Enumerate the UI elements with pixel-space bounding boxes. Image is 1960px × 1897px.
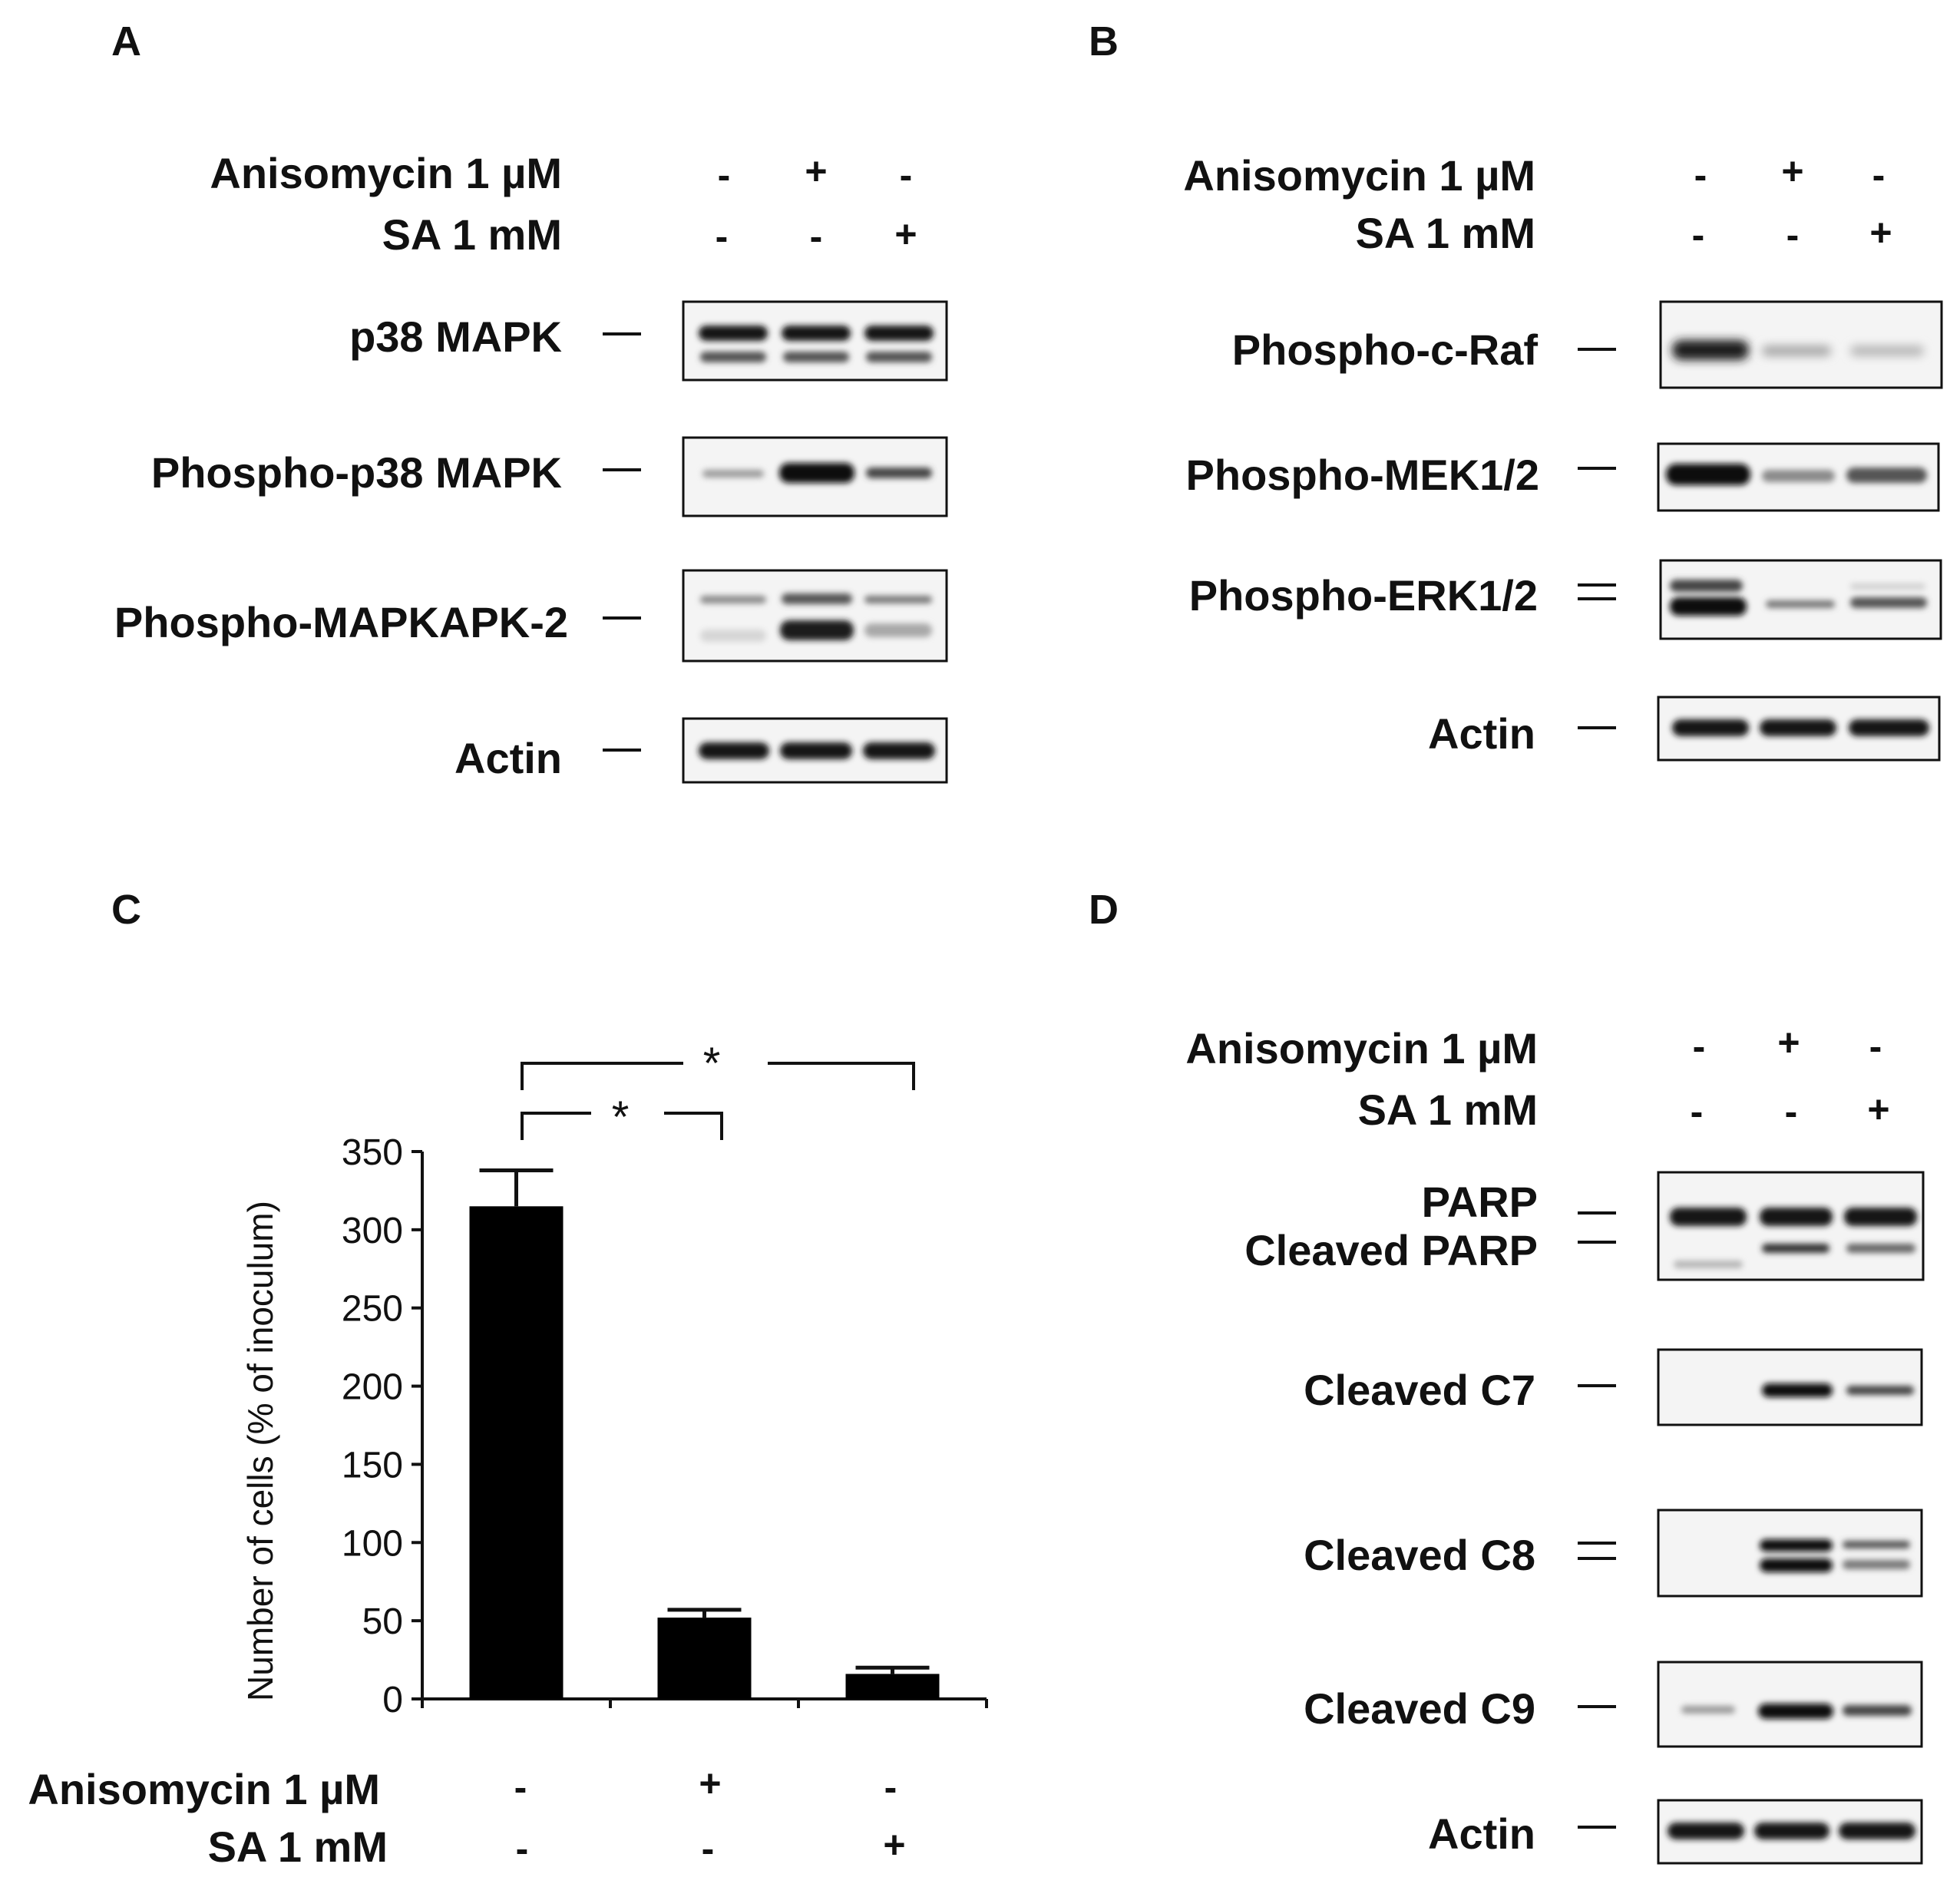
blot-cleaved-c9: Cleaved C9 bbox=[1304, 1661, 1923, 1748]
panel-d-anisomycin-label: Anisomycin 1 µM bbox=[1185, 1024, 1538, 1072]
blot-label: Cleaved C8 bbox=[1304, 1531, 1535, 1579]
blot-actin-a: Actin bbox=[454, 717, 948, 784]
blot-label: Phospho-c-Raf bbox=[1232, 326, 1539, 374]
bar-1 bbox=[469, 1206, 564, 1699]
blot-label: p38 MAPK bbox=[349, 312, 562, 361]
bar-3 bbox=[845, 1674, 940, 1699]
blot-label-parp: PARP bbox=[1422, 1178, 1538, 1226]
blot-label-cleaved-parp: Cleaved PARP bbox=[1244, 1226, 1538, 1274]
blot-label: Phospho-MEK1/2 bbox=[1186, 451, 1539, 499]
panel-b: B Anisomycin 1 µM SA 1 mM - + - - - + Ph… bbox=[1089, 18, 1943, 762]
panel-a-sa-lane-1: - bbox=[716, 215, 729, 258]
panel-d-letter: D bbox=[1089, 887, 1119, 933]
panel-c-anisomycin-lane-2: + bbox=[699, 1762, 721, 1805]
panel-b-sa-label: SA 1 mM bbox=[1356, 209, 1535, 257]
blot-label: Phospho-ERK1/2 bbox=[1189, 571, 1538, 620]
bar-2 bbox=[657, 1618, 752, 1699]
panel-d-anisomycin-lane-3: - bbox=[1869, 1025, 1882, 1068]
bracket-long-left bbox=[521, 1062, 683, 1090]
panel-c: C Number of cells (% of inoculum) 0 50 100… bbox=[28, 887, 988, 1871]
blot-cleaved-c7: Cleaved C7 bbox=[1304, 1348, 1923, 1426]
blot-phospho-p38-mapk: Phospho-p38 MAPK bbox=[151, 436, 948, 517]
bracket-short-left bbox=[521, 1112, 591, 1140]
panel-d-sa-lane-1: - bbox=[1691, 1090, 1704, 1133]
y-tick-label: 100 bbox=[342, 1523, 403, 1564]
panel-d-sa-lane-3: + bbox=[1867, 1088, 1889, 1131]
blot-label: Actin bbox=[1428, 709, 1535, 758]
bracket-short-right bbox=[664, 1112, 723, 1140]
blot-box bbox=[1659, 300, 1943, 389]
significance-brackets: * * bbox=[521, 1039, 915, 1142]
panel-b-anisomycin-lane-3: - bbox=[1872, 154, 1886, 197]
panel-a-sa-lane-2: - bbox=[810, 215, 823, 258]
panel-a-letter: A bbox=[111, 18, 141, 64]
blot-label: Phospho-p38 MAPK bbox=[151, 448, 562, 497]
panel-b-anisomycin-lane-1: - bbox=[1694, 154, 1707, 197]
panel-a-anisomycin-lane-1: - bbox=[718, 154, 731, 197]
blot-parp: PARP Cleaved PARP bbox=[1244, 1171, 1925, 1281]
panel-b-sa-lane-1: - bbox=[1692, 213, 1705, 256]
blot-phospho-mek: Phospho-MEK1/2 bbox=[1186, 442, 1940, 512]
blot-cleaved-c8: Cleaved C8 bbox=[1304, 1509, 1923, 1598]
blot-phospho-mapkapk-2: Phospho-MAPKAPK-2 bbox=[114, 569, 948, 663]
panel-c-sa-lane-3: + bbox=[883, 1823, 905, 1866]
blot-phospho-erk: Phospho-ERK1/2 bbox=[1189, 559, 1942, 640]
panel-a: A Anisomycin 1 µM SA 1 mM - + - - - + p3… bbox=[111, 18, 948, 784]
panel-a-anisomycin-lane-2: + bbox=[805, 150, 827, 193]
panel-b-letter: B bbox=[1089, 18, 1119, 64]
blot-label: Actin bbox=[1428, 1809, 1535, 1858]
panel-b-anisomycin-label: Anisomycin 1 µM bbox=[1183, 151, 1535, 200]
panel-a-sa-label: SA 1 mM bbox=[382, 210, 562, 259]
blot-actin-b: Actin bbox=[1428, 696, 1941, 762]
panel-b-sa-lane-3: + bbox=[1869, 211, 1892, 254]
y-tick-label: 300 bbox=[342, 1211, 403, 1251]
blot-label: Cleaved C7 bbox=[1304, 1366, 1535, 1414]
panel-c-letter: C bbox=[111, 887, 141, 933]
bars bbox=[469, 1168, 940, 1699]
y-axis-label: Number of cells (% of inoculum) bbox=[240, 1201, 280, 1701]
blot-box bbox=[1657, 1509, 1923, 1598]
y-tick-label: 200 bbox=[342, 1367, 403, 1408]
panel-c-sa-label: SA 1 mM bbox=[208, 1823, 388, 1871]
panel-a-anisomycin-label: Anisomycin 1 µM bbox=[210, 149, 562, 197]
y-axis-ticks: 0 50 100 150 200 250 300 350 bbox=[342, 1132, 422, 1720]
panel-d-sa-lane-2: - bbox=[1785, 1090, 1798, 1133]
blot-p38-mapk: p38 MAPK bbox=[349, 300, 948, 382]
blot-label: Actin bbox=[454, 734, 562, 782]
y-tick-label: 0 bbox=[382, 1680, 403, 1720]
blot-label: Phospho-MAPKAPK-2 bbox=[114, 598, 568, 646]
blot-box bbox=[682, 569, 948, 663]
y-tick-label: 50 bbox=[362, 1601, 403, 1642]
x-axis-ticks bbox=[421, 1699, 988, 1708]
significance-star-2: * bbox=[612, 1092, 630, 1142]
blot-actin-d: Actin bbox=[1428, 1799, 1923, 1865]
y-tick-label: 150 bbox=[342, 1445, 403, 1486]
y-tick-label: 250 bbox=[342, 1289, 403, 1330]
panel-c-sa-lane-1: - bbox=[516, 1827, 529, 1870]
panel-d-anisomycin-lane-2: + bbox=[1777, 1021, 1800, 1064]
significance-star-1: * bbox=[703, 1039, 721, 1089]
panel-c-anisomycin-lane-1: - bbox=[514, 1766, 527, 1809]
panel-c-anisomycin-lane-3: - bbox=[884, 1766, 897, 1809]
blot-phospho-c-raf: Phospho-c-Raf bbox=[1232, 300, 1943, 389]
y-tick-label: 350 bbox=[342, 1132, 403, 1173]
panel-a-sa-lane-3: + bbox=[894, 213, 917, 256]
panel-a-anisomycin-lane-3: - bbox=[900, 154, 913, 197]
bracket-long-right bbox=[768, 1062, 915, 1090]
panel-c-sa-lane-2: - bbox=[702, 1827, 715, 1870]
panel-d-sa-label: SA 1 mM bbox=[1358, 1086, 1538, 1134]
panel-d-anisomycin-lane-1: - bbox=[1693, 1025, 1706, 1068]
panel-c-anisomycin-label: Anisomycin 1 µM bbox=[28, 1765, 380, 1813]
blot-label: Cleaved C9 bbox=[1304, 1684, 1535, 1733]
panel-b-anisomycin-lane-2: + bbox=[1781, 150, 1803, 193]
panel-b-sa-lane-2: - bbox=[1786, 213, 1800, 256]
panel-d: D Anisomycin 1 µM SA 1 mM - + - - - + PA… bbox=[1089, 887, 1925, 1865]
